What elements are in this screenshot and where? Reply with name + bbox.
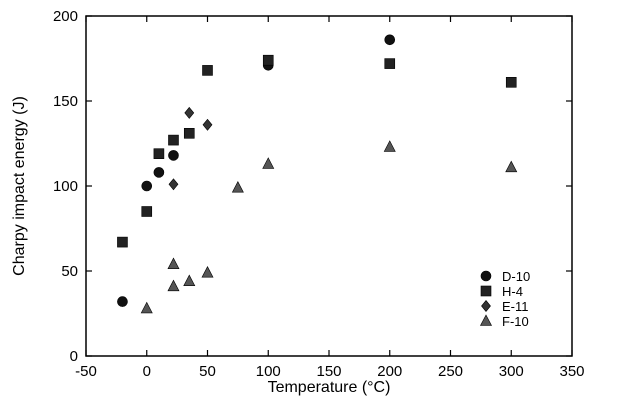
data-point [117,236,128,248]
x-tick-label: 0 [143,363,151,380]
data-point [262,157,275,169]
x-tick-label: -50 [75,363,97,380]
data-point [183,128,195,139]
data-point [183,274,196,287]
legend-label: F-10 [502,314,529,329]
data-point [153,167,165,178]
y-tick-label: 100 [53,178,78,195]
y-tick-label: 200 [53,8,78,25]
data-point [505,77,517,88]
legend: D-10H-4E-11F-10 [480,269,530,329]
data-point [231,181,244,193]
data-point [141,206,153,217]
y-tick-label: 150 [53,93,78,110]
data-point [117,296,128,307]
series-h-4 [117,54,517,248]
data-point [384,34,396,46]
x-tick-label: 150 [316,363,341,380]
data-point [384,58,396,69]
x-tick-label: 100 [256,363,281,380]
data-points [117,34,518,314]
data-point [383,140,396,152]
legend-label: D-10 [502,269,530,284]
data-point [141,180,153,192]
data-point [505,160,518,173]
x-tick-label: 250 [438,363,463,380]
legend-marker [480,270,492,282]
data-point [202,65,213,76]
series-e-11 [168,106,213,191]
data-point [167,257,180,270]
data-point [168,178,179,191]
legend-marker [481,300,491,312]
x-tick-label: 50 [199,363,216,380]
y-tick-label: 0 [70,348,78,365]
x-tick-label: 300 [499,363,524,380]
data-point [262,54,274,66]
data-point [202,118,213,131]
data-point [153,148,165,159]
y-axis-title: Charpy impact energy (J) [11,96,28,276]
data-point [184,106,195,119]
series-f-10 [140,140,518,314]
x-axis-title: Temperature (°C) [268,379,391,396]
plot-frame [85,15,573,357]
x-tick-label: 200 [377,363,402,380]
data-point [201,266,214,278]
series-d-10 [117,34,396,307]
legend-label: E-11 [502,299,529,314]
x-tick-label: 350 [559,363,584,380]
legend-marker [480,314,492,326]
y-tick-label: 50 [61,263,78,280]
legend-marker [480,285,492,297]
data-point [167,279,180,292]
data-point [140,301,153,314]
data-point [168,134,179,146]
axis-ticks [85,15,573,357]
legend-label: H-4 [502,284,523,299]
data-point [168,150,179,161]
